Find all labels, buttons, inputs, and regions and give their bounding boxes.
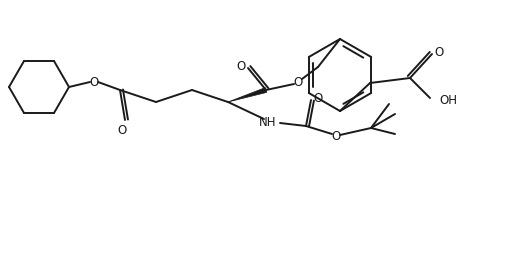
Text: O: O [236, 59, 246, 73]
Text: O: O [331, 130, 341, 142]
Text: OH: OH [439, 93, 457, 107]
Text: O: O [434, 45, 443, 59]
Text: O: O [313, 92, 323, 104]
Text: O: O [117, 124, 126, 136]
Polygon shape [228, 88, 267, 102]
Text: O: O [294, 76, 303, 89]
Text: NH: NH [259, 116, 277, 129]
Text: O: O [89, 76, 99, 89]
